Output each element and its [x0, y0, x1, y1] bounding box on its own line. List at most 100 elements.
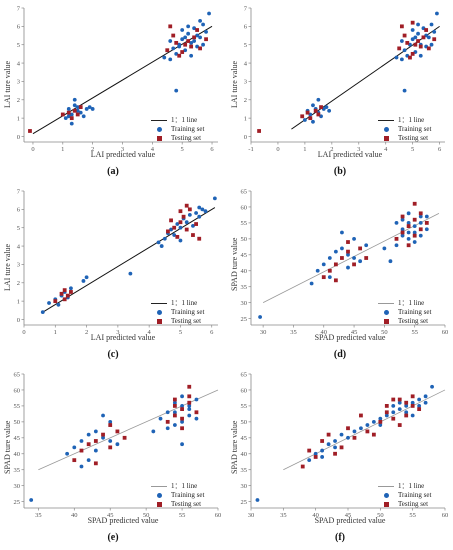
y-tick-label: 3 [244, 79, 247, 86]
y-tick-label: 45 [241, 252, 248, 259]
training-point [174, 88, 179, 93]
y-tick-label: 40 [14, 451, 21, 458]
y-tick-label: 65 [241, 371, 248, 378]
training-point [394, 243, 399, 248]
testing-point [384, 404, 389, 408]
training-point [63, 116, 68, 121]
training-point [128, 271, 133, 276]
y-tick-label: 25 [241, 316, 248, 323]
training-point [424, 214, 429, 219]
testing-point [412, 233, 417, 238]
training-point [346, 252, 350, 257]
y-tick-label: 35 [14, 467, 21, 474]
testing-point [187, 207, 192, 212]
training-point [69, 121, 74, 126]
testing-point [404, 413, 409, 418]
training-point [174, 51, 179, 56]
training-point [93, 429, 98, 434]
fit-line [262, 212, 440, 304]
training-point [429, 42, 434, 47]
training-point [424, 227, 429, 232]
training-point [165, 426, 170, 431]
training-point [378, 416, 383, 421]
training-point [192, 39, 197, 43]
y-tick-label: 4 [17, 243, 21, 250]
training-point [162, 55, 167, 60]
training-point [410, 400, 415, 405]
testing-point [365, 429, 370, 434]
training-point [115, 442, 120, 447]
training-point [186, 31, 191, 36]
testing-point [115, 429, 120, 434]
testing-point [417, 407, 422, 411]
training-point [183, 35, 188, 40]
x-axis-label-f: SPAD predicted value [314, 516, 386, 525]
panel-b: -1 0 1 2 3 4 5 6 0 1 2 3 4 5 6 7 LAI ture value LAI pre… [227, 0, 453, 183]
training-point [187, 404, 192, 408]
testing-point [65, 293, 70, 298]
testing-point [432, 37, 437, 42]
legend-training: Training set [398, 491, 432, 499]
training-point [66, 114, 71, 119]
y-tick-label: 5 [17, 225, 20, 232]
x-tick-label: 3 [116, 329, 119, 336]
testing-point [194, 222, 198, 226]
training-point [406, 236, 411, 241]
training-point [198, 18, 202, 23]
training-point [404, 410, 409, 415]
y-tick-label: 3 [17, 79, 20, 86]
x-tick-label: 45 [351, 329, 358, 336]
x-tick-label: 4 [148, 329, 152, 336]
training-point [313, 451, 318, 456]
testing-point [69, 116, 74, 121]
training-point [258, 315, 262, 319]
legend-testing: Testing set [398, 134, 429, 142]
training-point [151, 429, 156, 434]
training-point [186, 24, 191, 29]
training-point [394, 55, 399, 60]
testing-point [384, 410, 389, 415]
testing-point [79, 448, 84, 453]
x-tick-label: 3 [121, 146, 124, 153]
y-tick-label: 0 [244, 134, 247, 141]
testing-point [378, 419, 383, 424]
y-axis-label-f: SPAD ture value [230, 420, 239, 474]
scatter-plot-d: 30 35 40 45 50 55 60 25 30 35 40 45 50 55 60 65 [241, 188, 449, 336]
testing-point [172, 413, 177, 418]
training-point [87, 105, 92, 110]
training-point [352, 429, 357, 434]
panel-c: 0 1 2 3 4 5 6 0 1 2 3 4 5 6 7 LAI ture value LAI predi… [0, 183, 226, 366]
training-point [187, 212, 192, 217]
y-tick-label: 0 [17, 317, 20, 324]
training-point [359, 426, 363, 431]
testing-point [424, 221, 429, 225]
legend-fit-line: 1：1 line [171, 482, 198, 490]
y-tick-label: 30 [14, 483, 21, 490]
legend-testing: Testing set [398, 500, 429, 508]
testing-point [316, 112, 321, 117]
legend-c: 1：1 line Training set Testing set [150, 299, 204, 326]
testing-point [72, 458, 77, 463]
training-point [333, 445, 337, 450]
training-point [172, 410, 177, 415]
y-tick-label: 4 [17, 60, 21, 67]
y-tick-label: 65 [241, 188, 248, 195]
training-point [165, 410, 170, 415]
x-tick-label: 4 [151, 146, 155, 153]
scatter-plot-c: 0 1 2 3 4 5 6 0 1 2 3 4 5 6 7 [17, 188, 218, 336]
legend-testing: Testing set [171, 500, 202, 508]
testing-point [177, 53, 182, 58]
testing-point [321, 275, 326, 280]
x-tick-label: 6 [210, 146, 214, 153]
testing-point [69, 290, 73, 294]
training-point [204, 29, 208, 34]
y-tick-label: 30 [241, 300, 248, 307]
scatter-plot-e: 35 40 45 50 55 60 25 30 35 40 45 50 55 60 65 [14, 371, 222, 519]
legend-training: Training set [171, 491, 205, 499]
training-point [302, 118, 307, 122]
testing-point [333, 262, 338, 267]
training-point [180, 394, 184, 399]
panel-e: 35 40 45 50 55 60 25 30 35 40 45 50 55 60 65 SPAD ture… [0, 366, 226, 549]
testing-point [358, 246, 363, 251]
training-point [410, 28, 415, 32]
